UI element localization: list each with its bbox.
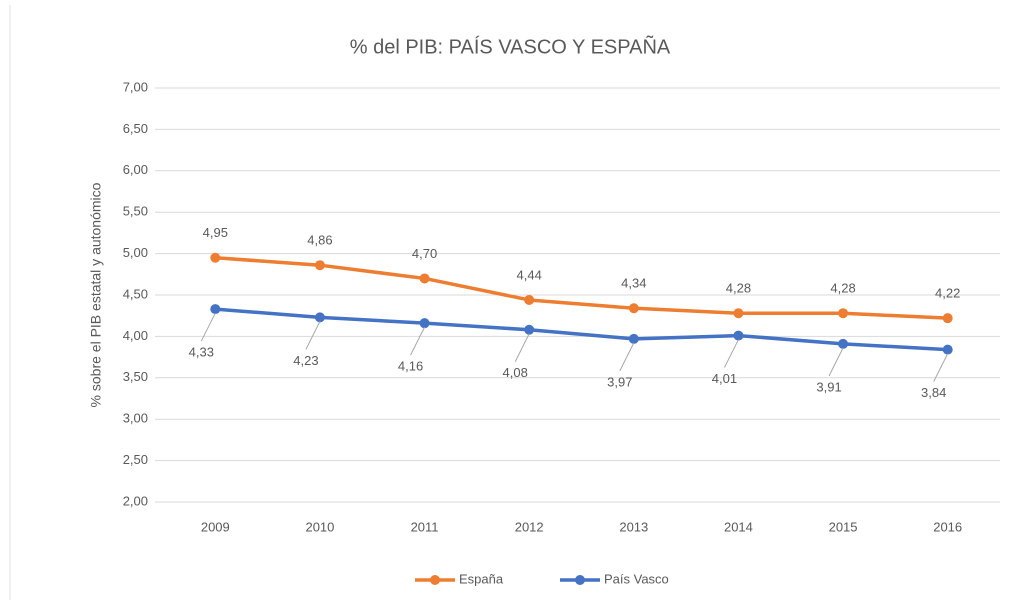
y-tick-label: 7,00 — [123, 79, 148, 94]
data-label: 3,91 — [816, 379, 841, 394]
y-tick-label: 2,50 — [123, 452, 148, 467]
x-tick-label: 2014 — [724, 519, 753, 534]
label-leader — [619, 342, 635, 372]
y-tick-label: 3,50 — [123, 369, 148, 384]
point-marker — [733, 330, 744, 341]
point-marker — [838, 308, 849, 319]
x-tick-label: 2009 — [201, 519, 230, 534]
data-label: 3,97 — [607, 374, 632, 389]
chart-title: % del PIB: PAÍS VASCO Y ESPAÑA — [350, 34, 671, 58]
point-marker — [942, 313, 953, 324]
x-tick-label: 2015 — [829, 519, 858, 534]
series-line — [215, 307, 948, 352]
y-axis-title: % sobre el PIB estatal y autonómico — [88, 182, 104, 407]
x-tick-label: 2012 — [515, 519, 544, 534]
data-label: 4,28 — [830, 281, 855, 296]
data-label: 4,01 — [712, 371, 737, 386]
x-tick-label: 2010 — [305, 519, 334, 534]
y-tick-label: 2,00 — [123, 493, 148, 508]
data-label: 4,70 — [412, 246, 437, 261]
point-marker — [524, 324, 535, 335]
point-marker — [314, 260, 325, 271]
x-tick-label: 2013 — [619, 519, 648, 534]
label-leader — [305, 321, 321, 350]
point-marker — [838, 338, 849, 349]
y-tick-label: 6,50 — [123, 121, 148, 136]
point-marker — [210, 252, 221, 263]
point-marker — [942, 344, 953, 355]
point-marker — [524, 294, 535, 305]
y-tick-label: 5,00 — [123, 245, 148, 260]
x-tick-label: 2011 — [411, 519, 439, 534]
point-marker — [733, 308, 744, 319]
data-label: 4,86 — [307, 233, 332, 248]
data-label: 3,84 — [921, 385, 946, 400]
point-marker — [628, 333, 639, 344]
data-label: 4,33 — [189, 345, 214, 360]
data-label: 4,23 — [293, 353, 318, 368]
y-tick-label: 4,50 — [123, 286, 148, 301]
x-tick-label: 2016 — [933, 519, 962, 534]
y-tick-label: 3,00 — [123, 411, 148, 426]
label-leader — [410, 326, 426, 356]
data-label: 4,44 — [517, 267, 542, 282]
point-marker — [210, 304, 221, 315]
data-label: 4,28 — [726, 281, 751, 296]
y-tick-label: 6,00 — [123, 162, 148, 177]
label-leader — [723, 339, 739, 368]
data-label: 4,08 — [503, 365, 528, 380]
label-leader — [933, 353, 949, 382]
point-marker — [419, 318, 430, 329]
label-leader — [828, 347, 844, 377]
data-label: 4,95 — [203, 225, 228, 240]
point-marker — [628, 303, 639, 314]
legend-marker — [575, 575, 585, 585]
legend-label: España — [459, 571, 504, 586]
y-tick-label: 4,00 — [123, 328, 148, 343]
label-leader — [514, 333, 530, 362]
label-leader — [200, 312, 216, 342]
data-label: 4,16 — [398, 359, 423, 374]
legend-label: País Vasco — [604, 571, 669, 586]
data-label: 4,34 — [621, 276, 646, 291]
data-label: 4,22 — [935, 286, 960, 301]
y-tick-label: 5,50 — [123, 204, 148, 219]
point-marker — [419, 273, 430, 284]
legend-marker — [430, 575, 440, 585]
point-marker — [314, 312, 325, 323]
series-line — [215, 255, 948, 320]
